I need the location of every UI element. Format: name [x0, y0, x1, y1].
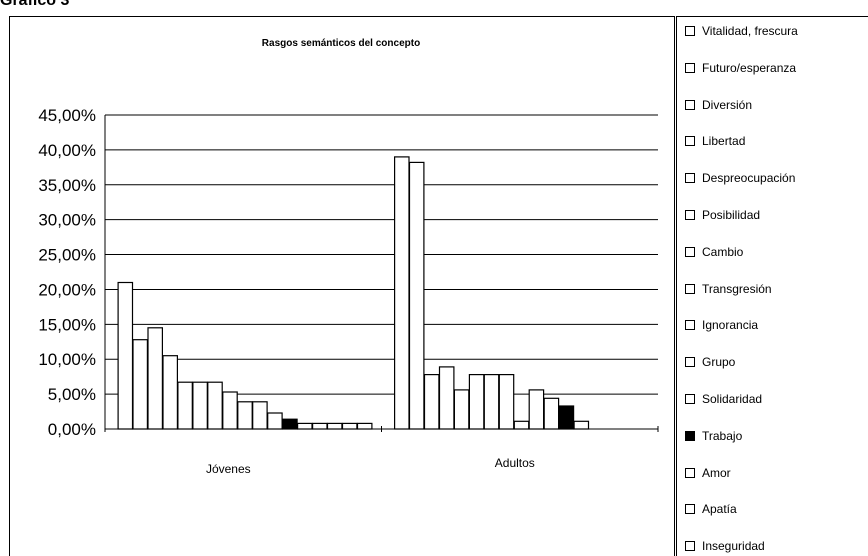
legend-swatch [685, 136, 695, 147]
y-tick-label: 0,00% [48, 420, 96, 439]
legend-item: Vitalidad, frescura [685, 23, 798, 39]
gridlines [105, 114, 658, 395]
bar [252, 401, 268, 430]
bars [117, 156, 590, 430]
legend-swatch [685, 467, 695, 478]
bar [297, 422, 313, 430]
bar [483, 374, 500, 430]
legend-swatch [685, 357, 695, 368]
bar [468, 374, 485, 430]
bar [543, 397, 560, 430]
tick-labels: 0,00% 5,00% 10,00% 15,00% 20,00% 25,00% 30,00%… [38, 106, 534, 476]
bar [147, 327, 163, 430]
legend-item: Inseguridad [685, 538, 765, 554]
legend-item: Posibilidad [685, 207, 760, 223]
y-tick-label: 5,00% [48, 385, 96, 404]
chart-title: Rasgos semánticos del concepto [262, 38, 420, 49]
y-tick-label: 40,00% [38, 141, 96, 160]
legend-swatch [685, 541, 695, 552]
x-category-label: Jóvenes [206, 462, 251, 476]
legend-label: Despreocupación [702, 171, 796, 186]
bar [237, 401, 253, 430]
y-tick-label: 15,00% [38, 315, 96, 334]
legend-label: Diversión [702, 97, 753, 112]
bar [558, 405, 575, 430]
bar [528, 389, 545, 430]
plot-area [9, 16, 675, 556]
legend-item: Ignorancia [685, 317, 758, 333]
y-tick-label: 25,00% [38, 246, 96, 265]
legend-swatch [685, 246, 695, 257]
bar [207, 381, 223, 430]
legend-label: Amor [702, 465, 731, 480]
bar [222, 391, 238, 430]
legend-swatch [685, 394, 695, 404]
bar [267, 412, 283, 430]
bar [408, 161, 425, 430]
legend-item: Despreocupación [685, 170, 795, 186]
legend-label: Grupo [702, 355, 736, 370]
bar [162, 355, 178, 430]
legend-label: Apatía [702, 502, 737, 517]
legend-label: Transgresión [702, 281, 772, 296]
legend-swatch [685, 430, 695, 441]
bar-chart: Rasgos semánticos del concepto 0,00% 5,00… [38, 38, 659, 476]
legend-item: Trabajo [685, 428, 742, 444]
legend-swatch [685, 173, 695, 184]
bar [192, 381, 208, 430]
bar [438, 366, 455, 430]
bar [423, 374, 440, 430]
legend-item: Transgresión [685, 281, 772, 297]
legend-label: Trabajo [702, 428, 743, 443]
legend-swatch [685, 504, 695, 515]
bar [513, 420, 530, 430]
bar [394, 156, 410, 430]
legend-label: Cambio [702, 244, 744, 259]
y-tick-label: 20,00% [38, 280, 96, 299]
bar [117, 281, 134, 430]
legend-swatch [685, 320, 695, 331]
bar [282, 418, 298, 430]
bar [326, 422, 343, 430]
legend-swatch [685, 62, 695, 73]
legend-item: Diversión [685, 97, 752, 113]
legend-item: Apatía [685, 501, 737, 517]
legend-label: Posibilidad [702, 208, 761, 222]
axes [104, 115, 659, 432]
bar [341, 422, 358, 430]
legend-swatch [685, 26, 695, 36]
legend-item: Solidaridad [685, 391, 762, 407]
legend: Vitalidad, frescura Futuro/esperanza Diver… [676, 16, 868, 556]
legend-swatch [685, 99, 695, 110]
legend-label: Libertad [702, 134, 746, 149]
legend-swatch [685, 283, 695, 294]
legend-label: Ignorancia [702, 318, 759, 333]
bar [498, 374, 515, 430]
legend-item: Libertad [685, 133, 745, 149]
legend-label: Vitalidad, frescura [702, 24, 798, 38]
x-category-label: Adultos [495, 456, 535, 470]
legend-label: Solidaridad [702, 392, 763, 406]
bar [132, 339, 148, 430]
legend-item: Grupo [685, 354, 735, 370]
legend-item: Cambio [685, 244, 743, 260]
bar [177, 381, 193, 430]
bar [453, 389, 470, 430]
bar [356, 422, 373, 430]
legend-item: Amor [685, 465, 731, 481]
y-tick-label: 30,00% [38, 211, 96, 230]
figure-heading: Gráfico 3 [0, 0, 70, 9]
legend-label: Futuro/esperanza [702, 60, 797, 75]
legend-label: Inseguridad [702, 539, 765, 554]
bar [312, 422, 328, 430]
y-tick-label: 45,00% [38, 106, 96, 125]
legend-swatch [685, 210, 695, 220]
legend-item: Futuro/esperanza [685, 60, 796, 76]
y-tick-label: 10,00% [38, 350, 96, 369]
y-tick-label: 35,00% [38, 176, 96, 195]
bar [573, 420, 590, 430]
